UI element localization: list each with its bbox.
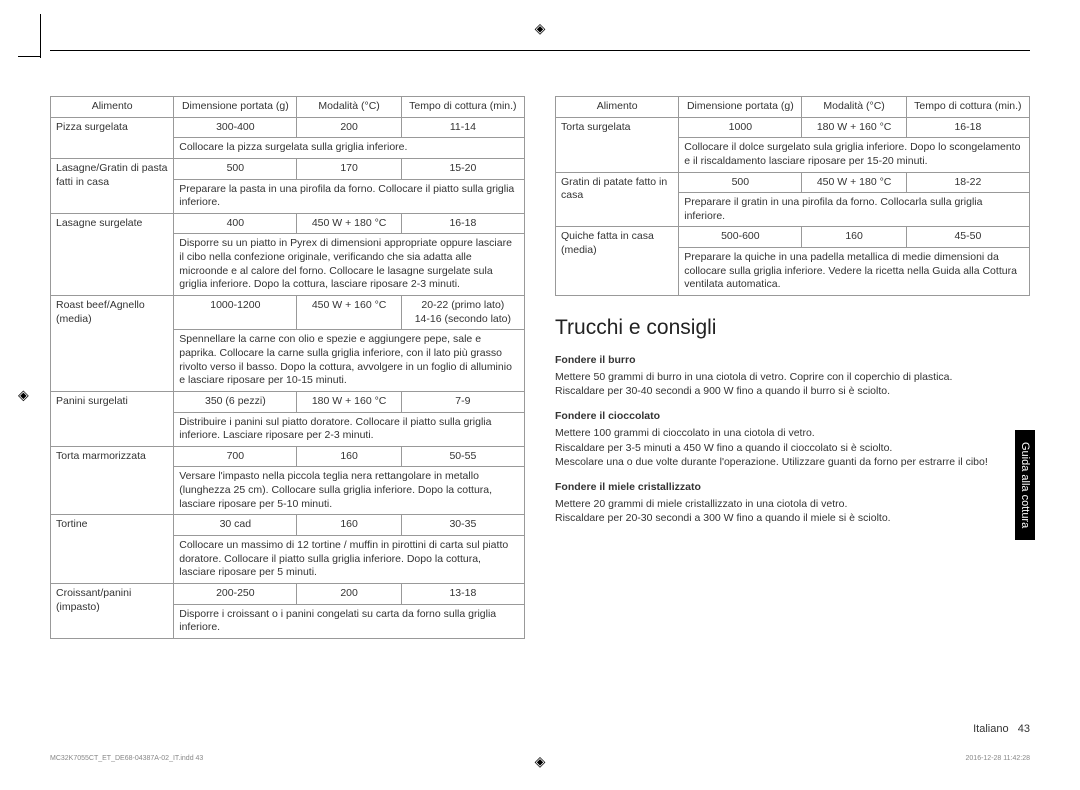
table-cell-size: 500: [679, 172, 802, 193]
table-cell-mode: 160: [802, 227, 906, 248]
table-cell-time: 18-22: [906, 172, 1029, 193]
table-cell-time: 15-20: [401, 158, 524, 179]
tip-title: Fondere il miele cristallizzato: [555, 481, 1030, 493]
table-cell-mode: 450 W + 160 °C: [297, 296, 401, 330]
registration-mark-top: ◈: [535, 20, 546, 37]
table-cell-size: 300-400: [174, 117, 297, 138]
table-cell-instruction: Disporre i croissant o i panini congelat…: [174, 604, 525, 638]
table-cell-mode: 180 W + 160 °C: [297, 391, 401, 412]
tip-body: Mettere 50 grammi di burro in una ciotol…: [555, 370, 1030, 398]
table-cell-food: Torta surgelata: [556, 117, 679, 172]
table-cell-food: Panini surgelati: [51, 391, 174, 446]
table-cell-mode: 160: [297, 515, 401, 536]
th-time: Tempo di cottura (min.): [401, 97, 524, 118]
tip-title: Fondere il burro: [555, 354, 1030, 366]
table-cell-food: Roast beef/Agnello (media): [51, 296, 174, 392]
section-title: Trucchi e consigli: [555, 316, 1030, 340]
tip-body: Mettere 20 grammi di miele cristallizzat…: [555, 497, 1030, 525]
table-cell-mode: 200: [297, 117, 401, 138]
table-cell-food: Pizza surgelata: [51, 117, 174, 158]
table-cell-mode: 160: [297, 446, 401, 467]
th-size: Dimensione portata (g): [174, 97, 297, 118]
table-cell-time: 11-14: [401, 117, 524, 138]
tips-list: Fondere il burro Mettere 50 grammi di bur…: [555, 354, 1030, 525]
table-cell-instruction: Disporre su un piatto in Pyrex di dimens…: [174, 234, 525, 296]
table-cell-size: 500-600: [679, 227, 802, 248]
table-cell-mode: 200: [297, 583, 401, 604]
table-cell-instruction: Spennellare la carne con olio e spezie e…: [174, 330, 525, 392]
crop-mark-vertical: [40, 14, 41, 58]
table-cell-size: 700: [174, 446, 297, 467]
crop-mark-horizontal: [18, 56, 40, 57]
cooking-table-1: Alimento Dimensione portata (g) Modalità…: [50, 96, 525, 639]
table-cell-time: 45-50: [906, 227, 1029, 248]
table-cell-size: 500: [174, 158, 297, 179]
table-cell-time: 7-9: [401, 391, 524, 412]
table-cell-size: 1000: [679, 117, 802, 138]
right-column: Alimento Dimensione portata (g) Modalità…: [555, 96, 1030, 639]
table-cell-time: 20-22 (primo lato) 14-16 (secondo lato): [401, 296, 524, 330]
table-cell-time: 30-35: [401, 515, 524, 536]
table-cell-size: 200-250: [174, 583, 297, 604]
footer-language: Italiano: [973, 723, 1008, 735]
table-cell-instruction: Collocare la pizza surgelata sulla grigl…: [174, 138, 525, 159]
table-cell-food: Lasagne surgelate: [51, 213, 174, 295]
th-food: Alimento: [556, 97, 679, 118]
print-footer: MC32K7055CT_ET_DE68-04387A-02_IT.indd 43…: [50, 755, 1030, 762]
th-mode: Modalità (°C): [297, 97, 401, 118]
th-mode: Modalità (°C): [802, 97, 906, 118]
table-cell-time: 50-55: [401, 446, 524, 467]
th-food: Alimento: [51, 97, 174, 118]
table-cell-food: Gratin di patate fatto in casa: [556, 172, 679, 227]
print-date: 2016-12-28 11:42:28: [966, 755, 1030, 762]
table-cell-food: Lasagne/Gratin di pasta fatti in casa: [51, 158, 174, 213]
footer-page-number: 43: [1018, 723, 1030, 735]
table-cell-instruction: Preparare la pasta in una pirofila da fo…: [174, 179, 525, 213]
table-cell-size: 1000-1200: [174, 296, 297, 330]
page-content: Alimento Dimensione portata (g) Modalità…: [50, 96, 1030, 639]
table-cell-food: Tortine: [51, 515, 174, 584]
table-cell-size: 400: [174, 213, 297, 234]
table-cell-food: Quiche fatta in casa (media): [556, 227, 679, 296]
table-cell-instruction: Collocare un massimo di 12 tortine / muf…: [174, 536, 525, 584]
th-time: Tempo di cottura (min.): [906, 97, 1029, 118]
table-cell-instruction: Preparare la quiche in una padella metal…: [679, 248, 1030, 296]
header-rule: [50, 50, 1030, 51]
left-column: Alimento Dimensione portata (g) Modalità…: [50, 96, 525, 639]
tip-title: Fondere il cioccolato: [555, 410, 1030, 422]
table-cell-mode: 450 W + 180 °C: [802, 172, 906, 193]
cooking-table-2: Alimento Dimensione portata (g) Modalità…: [555, 96, 1030, 296]
table-cell-time: 16-18: [906, 117, 1029, 138]
tip-body: Mettere 100 grammi di cioccolato in una …: [555, 426, 1030, 469]
table-cell-size: 30 cad: [174, 515, 297, 536]
table-cell-time: 16-18: [401, 213, 524, 234]
table-cell-food: Torta marmorizzata: [51, 446, 174, 515]
table-cell-instruction: Preparare il gratin in una pirofila da f…: [679, 193, 1030, 227]
table-cell-mode: 180 W + 160 °C: [802, 117, 906, 138]
table-cell-mode: 450 W + 180 °C: [297, 213, 401, 234]
print-file: MC32K7055CT_ET_DE68-04387A-02_IT.indd 43: [50, 755, 203, 762]
table-cell-instruction: Distribuire i panini sul piatto doratore…: [174, 412, 525, 446]
side-tab: Guida alla cottura: [1015, 430, 1035, 540]
th-size: Dimensione portata (g): [679, 97, 802, 118]
table-cell-mode: 170: [297, 158, 401, 179]
table-cell-instruction: Versare l'impasto nella piccola teglia n…: [174, 467, 525, 515]
table-cell-size: 350 (6 pezzi): [174, 391, 297, 412]
table-cell-time: 13-18: [401, 583, 524, 604]
page-footer: Italiano 43: [973, 723, 1030, 735]
table-cell-instruction: Collocare il dolce surgelato sula grigli…: [679, 138, 1030, 172]
table-cell-food: Croissant/panini (impasto): [51, 583, 174, 638]
registration-mark-left: ◈: [18, 387, 29, 404]
